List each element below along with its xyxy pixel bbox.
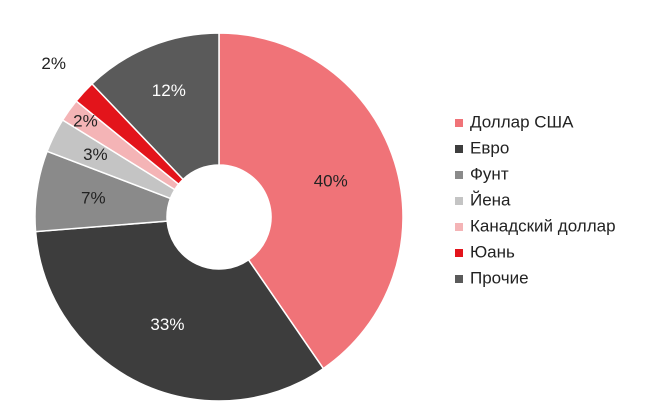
value-label: 2%: [41, 54, 66, 73]
value-label: 12%: [152, 81, 186, 100]
value-label: 33%: [150, 315, 184, 334]
legend-swatch: [455, 171, 463, 179]
legend-label: Евро: [470, 138, 509, 157]
value-label: 2%: [73, 111, 98, 130]
legend-label: Доллар США: [470, 112, 574, 131]
legend-label: Фунт: [470, 164, 509, 183]
legend-label: Юань: [470, 242, 515, 261]
legend-label: Канадский доллар: [470, 216, 616, 235]
legend-swatch: [455, 223, 463, 231]
legend-swatch: [455, 119, 463, 127]
value-label: 3%: [83, 145, 108, 164]
legend-swatch: [455, 145, 463, 153]
slice: [90, 32, 220, 181]
value-label: 7%: [81, 188, 106, 207]
slice: [34, 220, 325, 402]
legend-swatch: [455, 249, 463, 257]
slice: [218, 32, 404, 370]
legend-label: Прочие: [470, 268, 529, 287]
legend-label: Йена: [470, 190, 511, 209]
legend-swatch: [455, 275, 463, 283]
legend-swatch: [455, 197, 463, 205]
value-label: 40%: [314, 172, 348, 191]
